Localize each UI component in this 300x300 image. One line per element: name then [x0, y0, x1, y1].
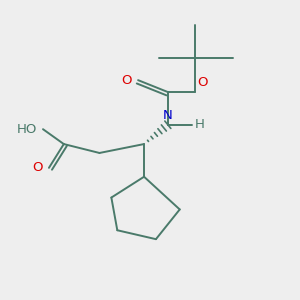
Text: O: O: [122, 74, 132, 87]
Text: N: N: [163, 109, 173, 122]
Text: O: O: [198, 76, 208, 89]
Text: HO: HO: [17, 123, 37, 136]
Text: O: O: [32, 161, 43, 174]
Text: H: H: [195, 118, 205, 131]
